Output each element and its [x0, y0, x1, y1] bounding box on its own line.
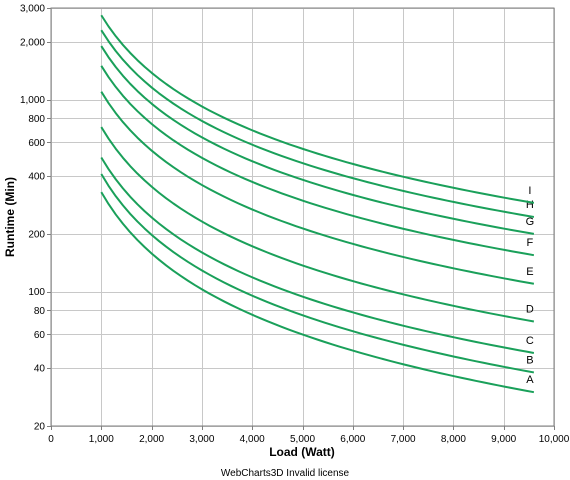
y-tick-label: 20 [34, 422, 46, 433]
series-label-g: G [526, 216, 535, 228]
y-axis: 20 40 60 80 100 200 400 600 800 1,000 2,000 3,000 [20, 4, 51, 433]
series-line-h [100, 29, 535, 218]
x-tick-label: 2,000 [139, 434, 164, 445]
footer-license-text: WebCharts3D Invalid license [220, 468, 350, 479]
series-line-d [100, 126, 535, 323]
y-tick-label: 60 [34, 330, 46, 341]
x-axis-label: Load (Watt) [269, 445, 335, 459]
series-line-g [100, 45, 535, 235]
series-label-b: B [526, 354, 533, 366]
series-label-h: H [526, 199, 534, 211]
y-tick-label: 40 [34, 364, 46, 375]
y-tick-label: 800 [28, 114, 45, 125]
series-line-f [100, 65, 535, 257]
x-axis: 0 1,000 2,000 3,000 4,000 5,000 6,000 7,000 8,00… [48, 426, 570, 445]
series-line-e [100, 91, 535, 285]
plot-area [51, 8, 554, 426]
series-line-a [100, 191, 535, 394]
series-label-a: A [526, 374, 534, 386]
series-label-c: C [526, 335, 534, 347]
x-tick-label: 3,000 [189, 434, 214, 445]
x-tick-label: 5,000 [290, 434, 315, 445]
x-tick-label: 0 [48, 434, 54, 445]
x-tick-label: 10,000 [539, 434, 570, 445]
series-line-i [100, 14, 535, 204]
y-axis-label: Runtime (Min) [3, 177, 17, 257]
series-line-c [100, 156, 535, 354]
x-tick-label: 4,000 [240, 434, 265, 445]
y-tick-label: 600 [28, 138, 45, 149]
x-tick-label: 6,000 [340, 434, 365, 445]
x-tick-label: 7,000 [391, 434, 416, 445]
y-tick-label: 400 [28, 172, 45, 183]
plot-border [50, 7, 555, 427]
x-tick-label: 8,000 [441, 434, 466, 445]
y-tick-label: 80 [34, 306, 46, 317]
series-line-b [100, 173, 535, 374]
y-tick-label: 200 [28, 229, 45, 240]
series-label-d: D [526, 303, 534, 315]
y-tick-label: 3,000 [20, 4, 45, 15]
y-tick-label: 2,000 [20, 37, 45, 48]
series-label-e: E [526, 266, 533, 278]
y-tick-label: 100 [28, 287, 45, 298]
x-tick-label: 1,000 [89, 434, 114, 445]
y-tick-label: 1,000 [20, 95, 45, 106]
series-label-f: F [527, 237, 534, 249]
series-label-i: I [528, 185, 531, 197]
x-tick-label: 9,000 [491, 434, 516, 445]
